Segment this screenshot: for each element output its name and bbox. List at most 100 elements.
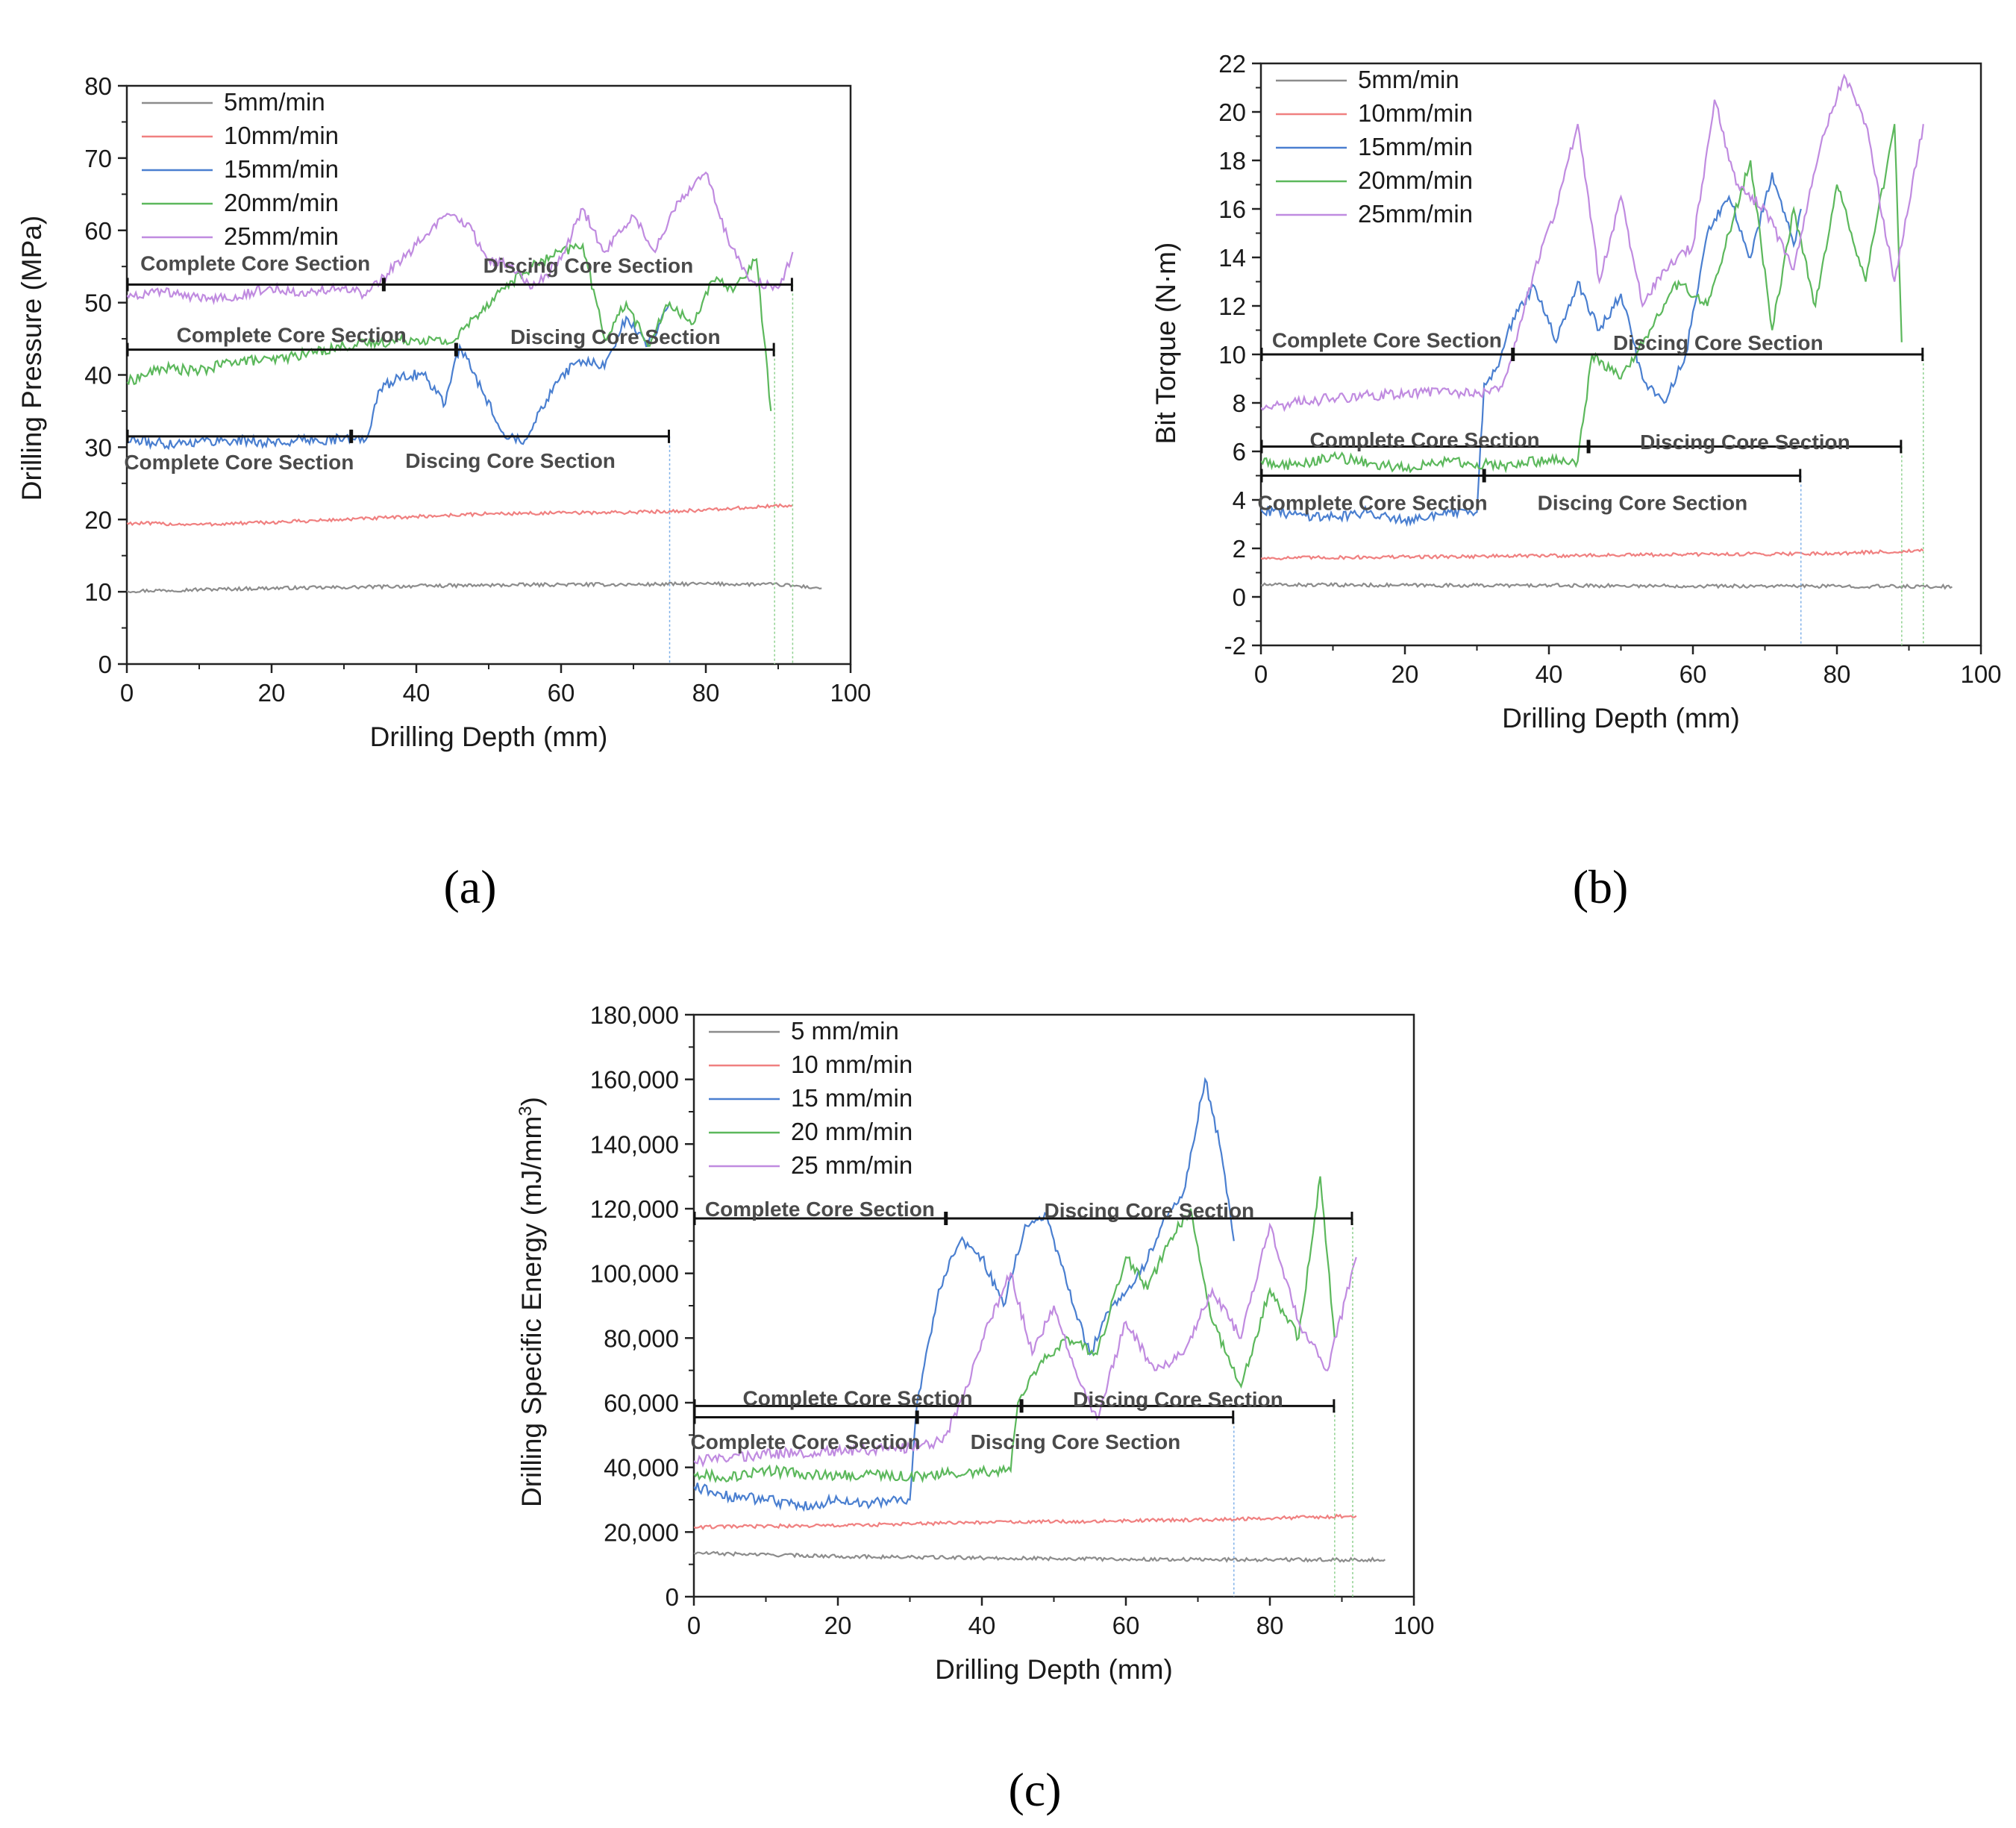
legend-label: 5mm/min: [1358, 66, 1459, 93]
series-line-25-mm-min: [694, 1222, 1357, 1468]
x-tick-label: 100: [1960, 660, 2001, 688]
y-tick-label: 12: [1218, 292, 1246, 320]
series-line-20-mm-min: [694, 1176, 1336, 1483]
y-tick-label: 70: [84, 145, 112, 172]
x-tick-label: 80: [1256, 1612, 1284, 1639]
x-tick-label: 20: [1392, 660, 1419, 688]
y-tick-label: 16: [1218, 195, 1246, 223]
series-line-10-mm-min: [694, 1513, 1357, 1530]
x-tick-label: 60: [1680, 660, 1707, 688]
y-tick-label: 10: [84, 578, 112, 606]
x-tick-label: 80: [692, 679, 720, 707]
series-line-25mm-min: [1261, 73, 1924, 413]
legend-label: 25mm/min: [224, 222, 339, 250]
panel-label: (c): [1008, 1763, 1061, 1816]
legend-label: 15 mm/min: [791, 1084, 912, 1112]
section-label: Complete Core Section: [1272, 329, 1502, 352]
y-tick-label: 22: [1218, 50, 1246, 78]
x-tick-label: 0: [1254, 660, 1268, 688]
y-tick-label: 4: [1233, 486, 1246, 514]
y-tick-label: 40,000: [604, 1454, 679, 1482]
legend-label: 5mm/min: [224, 88, 325, 116]
chart-panel-a: 0 20 40 60 80 100 0 10 20 30 40 50 60 70 80 Drilling De…: [16, 72, 871, 752]
series-line-5mm-min: [1261, 581, 1953, 590]
legend-label: 25 mm/min: [791, 1151, 912, 1179]
legend-label: 20mm/min: [224, 189, 339, 216]
panel-label: (b): [1573, 860, 1629, 913]
y-tick-label: 30: [84, 433, 112, 461]
x-tick-label: 20: [824, 1612, 852, 1639]
legend-label: 15mm/min: [1358, 133, 1473, 160]
section-label: Discing Core Section: [483, 254, 694, 277]
y-tick-label: 40: [84, 362, 112, 389]
section-label: Complete Core Section: [743, 1387, 973, 1410]
x-tick-label: 60: [1112, 1612, 1140, 1639]
section-label: Discing Core Section: [510, 325, 721, 348]
x-tick-label: 100: [1393, 1612, 1434, 1639]
legend-label: 25mm/min: [1358, 200, 1473, 228]
legend-label: 15mm/min: [224, 155, 339, 183]
y-tick-label: 20,000: [604, 1518, 679, 1546]
section-label: Complete Core Section: [140, 251, 370, 275]
x-tick-label: 100: [830, 679, 871, 707]
x-tick-label: 40: [403, 679, 431, 707]
y-tick-label: 2: [1233, 535, 1246, 563]
section-label: Complete Core Section: [1258, 491, 1488, 514]
y-axis-title-text: Drilling Specific Energy (mJ/mm: [516, 1116, 547, 1507]
section-label: Discing Core Section: [1073, 1388, 1283, 1411]
y-tick-label: 10: [1218, 341, 1246, 369]
x-tick-label: 40: [1536, 660, 1563, 688]
y-tick-label: 180,000: [590, 1001, 679, 1029]
x-axis-title: Drilling Depth (mm): [1502, 703, 1740, 733]
y-tick-label: 120,000: [590, 1195, 679, 1223]
section-label: Complete Core Section: [124, 451, 354, 474]
x-tick-label: 20: [258, 679, 286, 707]
legend-label: 20mm/min: [1358, 166, 1473, 194]
x-axis-title: Drilling Depth (mm): [370, 722, 608, 752]
legend-label: 5 mm/min: [791, 1017, 899, 1045]
x-tick-label: 80: [1824, 660, 1851, 688]
y-tick-label: 80,000: [604, 1324, 679, 1352]
section-label: Discing Core Section: [405, 449, 616, 472]
y-tick-label: 20: [1218, 98, 1246, 126]
y-tick-label: 14: [1218, 244, 1246, 272]
y-tick-label: 140,000: [590, 1130, 679, 1158]
y-tick-label: 0: [98, 651, 112, 678]
series-line-5mm-min: [127, 580, 822, 594]
section-label: Complete Core Section: [177, 323, 407, 346]
series-line-15-mm-min: [694, 1077, 1235, 1512]
y-axis-title-text: Drilling Pressure (MPa): [16, 216, 47, 501]
y-axis-title-text: Bit Torque (N·m): [1151, 242, 1181, 445]
x-tick-label: 0: [120, 679, 134, 707]
y-axis-title-tail: ): [516, 1097, 547, 1106]
series-line-20mm-min: [127, 242, 772, 412]
section-label: Complete Core Section: [1310, 428, 1540, 451]
y-tick-label: 60: [84, 217, 112, 245]
y-tick-label: -2: [1224, 632, 1246, 660]
y-tick-label: 0: [1233, 583, 1246, 611]
series-line-20mm-min: [1261, 124, 1903, 474]
legend-label: 20 mm/min: [791, 1118, 912, 1145]
y-tick-label: 6: [1233, 438, 1246, 466]
chart-panel-b: 0 20 40 60 80 100 -2 0 2 4 6 8 10 12 14 16 18 20 22 Drillin…: [1151, 50, 2002, 733]
series-line-5-mm-min: [694, 1550, 1386, 1563]
y-tick-label: 80: [84, 72, 112, 100]
series-line-10mm-min: [127, 503, 793, 528]
legend-label: 10mm/min: [224, 122, 339, 149]
y-tick-label: 160,000: [590, 1066, 679, 1094]
section-label: Complete Core Section: [705, 1198, 935, 1221]
y-tick-label: 100,000: [590, 1260, 679, 1288]
y-tick-label: 50: [84, 289, 112, 317]
legend-label: 10 mm/min: [791, 1051, 912, 1078]
y-axis-title: Drilling Pressure (MPa): [16, 216, 47, 501]
x-tick-label: 60: [548, 679, 575, 707]
y-axis-title-superscript: 3: [516, 1106, 536, 1115]
section-label: Discing Core Section: [1613, 331, 1824, 354]
x-tick-label: 40: [968, 1612, 996, 1639]
x-axis-title: Drilling Depth (mm): [935, 1654, 1173, 1685]
y-tick-label: 8: [1233, 389, 1246, 417]
section-label: Discing Core Section: [1045, 1199, 1255, 1222]
legend-label: 10mm/min: [1358, 99, 1473, 127]
x-tick-label: 0: [687, 1612, 701, 1639]
